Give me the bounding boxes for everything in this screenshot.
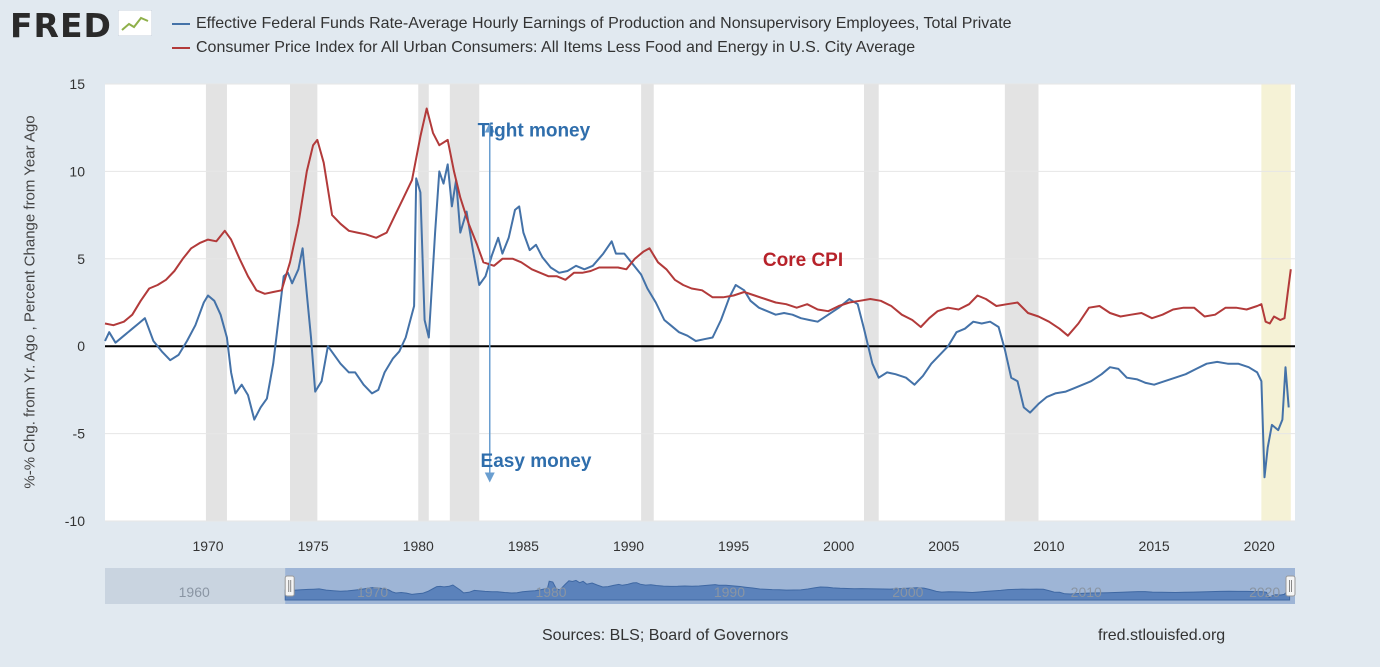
legend-swatch-red	[172, 46, 190, 49]
recession-band	[205, 84, 227, 521]
x-tick-label: 2010	[1033, 538, 1064, 554]
series-line-ff-rate	[104, 163, 1290, 479]
annotations: Tight money Easy money Core CPI	[478, 120, 844, 471]
x-tick-label: 1970	[192, 538, 223, 554]
legend-item-ff-rate[interactable]: Effective Federal Funds Rate-Average Hou…	[172, 14, 1012, 34]
y-tick-label: 0	[77, 338, 85, 354]
y-tick-label: -10	[65, 513, 85, 529]
navigator-content: 1960 1970 1980 1990 2000 2010 2020	[179, 568, 1296, 604]
x-tick-label: 2015	[1139, 538, 1170, 554]
navigator-handle-right[interactable]	[1285, 575, 1296, 597]
x-tick-label: 1985	[508, 538, 539, 554]
x-tick-label: 2000	[823, 538, 854, 554]
legend-item-core-cpi[interactable]: Consumer Price Index for All Urban Consu…	[172, 38, 915, 58]
recession-band	[290, 84, 318, 521]
annotation-text: Core CPI	[763, 250, 843, 271]
recession-band	[641, 84, 654, 521]
chart-logo-icon	[118, 10, 152, 36]
annotation-text: Tight money	[478, 120, 591, 141]
navigator-tick-label: 1990	[714, 584, 745, 600]
recession-band	[449, 84, 480, 521]
recession-bands	[205, 84, 1291, 521]
legend-label: Effective Federal Funds Rate-Average Hou…	[196, 15, 1012, 32]
y-tick-labels: -10 -5 0 5 10 15	[65, 76, 85, 529]
y-tick-label: 15	[69, 76, 85, 92]
legend-label: Consumer Price Index for All Urban Consu…	[196, 39, 916, 56]
double-arrow	[484, 122, 495, 483]
navigator-tick-label: 1970	[357, 584, 388, 600]
gridlines	[105, 83, 1295, 522]
navigator-tick-label: 1980	[535, 584, 566, 600]
y-tick-label: 5	[77, 251, 85, 267]
navigator-area	[284, 579, 1291, 601]
recession-band	[863, 84, 879, 521]
y-tick-label: -5	[73, 426, 86, 442]
series-lines	[104, 107, 1292, 479]
x-tick-label: 1990	[613, 538, 644, 554]
x-tick-label: 1980	[403, 538, 434, 554]
annotation-text: Easy money	[481, 451, 592, 472]
x-tick-label: 1995	[718, 538, 749, 554]
navigator-handle-left[interactable]	[284, 575, 295, 597]
x-tick-label: 2020	[1244, 538, 1275, 554]
series-line-core-cpi	[104, 107, 1292, 337]
fred-logo: FRED	[10, 6, 112, 45]
recession-band	[1004, 84, 1039, 521]
x-tick-label: 1975	[298, 538, 329, 554]
footer-site-link[interactable]: fred.stlouisfed.org	[1098, 627, 1226, 644]
legend-swatch-blue	[172, 22, 190, 25]
x-tick-labels: 1970 1975 1980 1985 1990 1995 2000 2005 2010 2015…	[192, 538, 1275, 554]
x-tick-label: 2005	[928, 538, 959, 554]
arrow-head-down-icon	[484, 472, 495, 483]
navigator-tick-label: 2000	[892, 584, 923, 600]
navigator-tick-label: 1960	[179, 584, 210, 600]
y-tick-label: 10	[69, 163, 85, 179]
navigator-tick-label: 2010	[1071, 584, 1102, 600]
arrow-head-up-icon	[484, 122, 495, 133]
footer-sources: Sources: BLS; Board of Governors	[542, 627, 789, 644]
navigator-tick-label: 2020	[1249, 584, 1280, 600]
